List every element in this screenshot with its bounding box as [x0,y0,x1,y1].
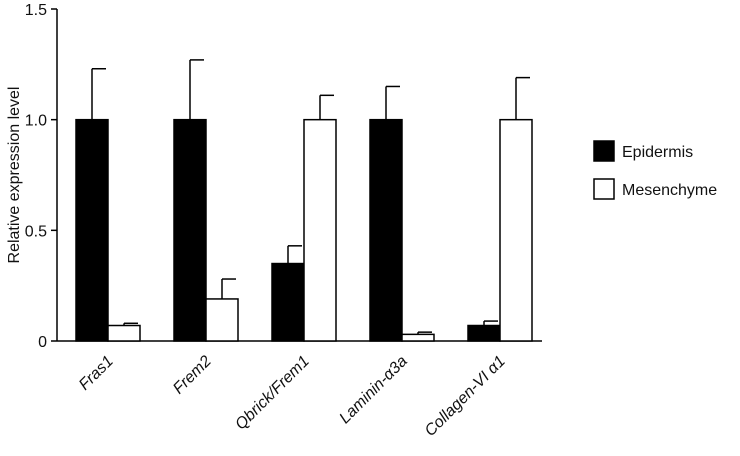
legend-swatch-mesenchyme [593,178,615,200]
legend-label-epidermis: Epidermis [622,144,693,161]
y-tick-label: 0.5 [25,223,47,240]
bar-epidermis [369,118,403,342]
bar-epidermis [173,118,207,342]
bar-mesenchyme [303,118,337,342]
legend-swatch-epidermis [593,140,615,162]
bar-mesenchyme [499,118,533,342]
x-category-label: Laminin-α3a [336,353,411,428]
y-tick-label: 0 [38,334,47,351]
bar-mesenchyme [107,324,141,342]
y-tick-label: 1.5 [25,2,47,19]
x-category-label: Frem2 [170,353,215,398]
bars [75,59,533,342]
bar-epidermis [75,118,109,342]
bar-mesenchyme [401,333,435,342]
x-category-label: Qbrick/Frem1 [232,353,313,434]
bar-epidermis [467,324,501,342]
y-axis-title: Relative expression level [6,87,23,264]
bar-epidermis [271,262,305,342]
x-category-label: Fras1 [76,353,117,394]
y-tick-label: 1.0 [25,113,47,130]
legend: Epidermis Mesenchyme [593,140,717,200]
x-category-label: Collagen-VI α1 [422,353,509,440]
bar-mesenchyme [205,298,239,342]
legend-label-mesenchyme: Mesenchyme [622,182,717,199]
